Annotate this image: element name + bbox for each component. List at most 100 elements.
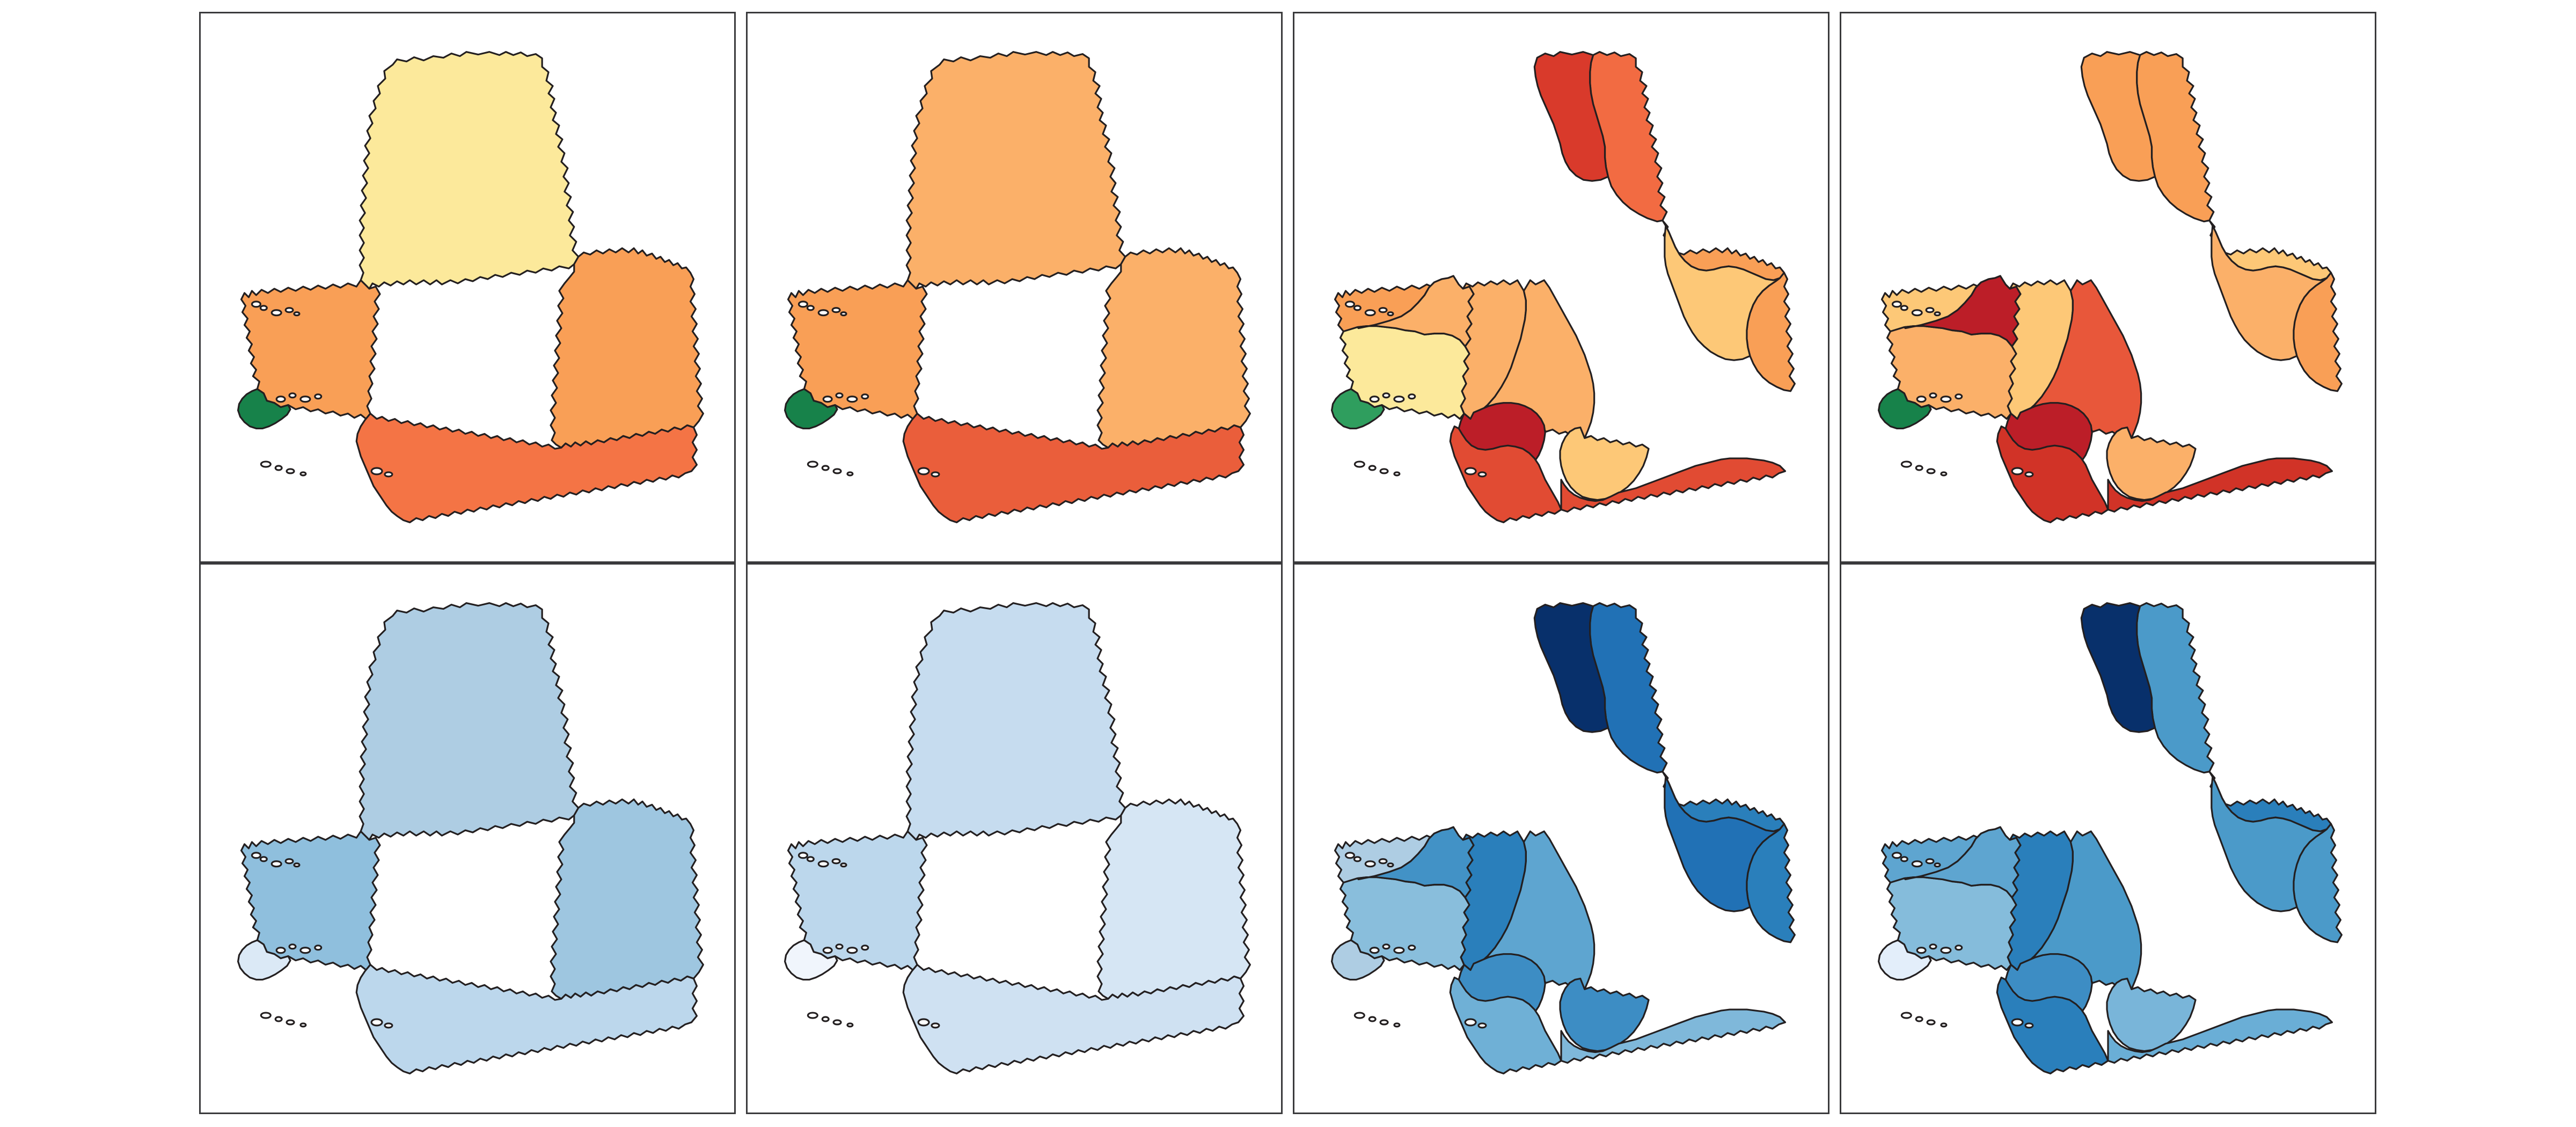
coastal-islet-14: [918, 468, 929, 474]
region-bonthe: [1997, 977, 2108, 1073]
coastal-islet-5: [1388, 312, 1393, 316]
choropleth-svg-4: [1841, 13, 2375, 561]
region-tonkolili: [2017, 831, 2141, 989]
map-panel-2: [746, 12, 1283, 563]
coastal-islet-15: [385, 1023, 392, 1028]
coastal-islet-10: [261, 462, 270, 467]
coastal-islet-8: [847, 397, 857, 402]
coastal-islet-5: [294, 312, 299, 316]
coastal-islet-7: [289, 945, 296, 949]
coastal-islet-10: [808, 1013, 817, 1018]
coastal-islet-5: [841, 312, 846, 316]
region-bonthe: [1997, 426, 2108, 522]
coastal-islet-15: [932, 1023, 939, 1028]
coastal-islet-8: [1394, 948, 1404, 953]
coastal-islet-6: [1370, 948, 1379, 953]
coastal-islet-14: [371, 468, 382, 474]
coastal-islet-13: [301, 472, 306, 475]
region-tonkolili: [1470, 831, 1594, 989]
map-panel-1: [199, 12, 736, 563]
coastal-islet-8: [1394, 397, 1404, 402]
coastal-islet-4: [832, 308, 840, 312]
region-falaba: [2081, 52, 2155, 181]
coastal-islet-7: [836, 945, 843, 949]
region-western-area: [238, 389, 290, 429]
coastal-islet-9: [1409, 394, 1415, 399]
coastal-islet-6: [1917, 397, 1926, 402]
coastal-islet-12: [1927, 469, 1935, 473]
region-kenema: [2212, 226, 2327, 360]
coastal-islet-11: [1916, 1017, 1922, 1021]
coastal-islet-1: [1892, 302, 1901, 307]
region-western-area: [1332, 940, 1384, 980]
coastal-islet-12: [1380, 1020, 1388, 1024]
region-eastern: [1097, 248, 1250, 448]
coastal-islet-1: [252, 853, 260, 858]
coastal-islet-9: [1409, 946, 1415, 950]
coastal-islet-8: [1941, 948, 1951, 953]
coastal-islet-6: [276, 948, 285, 953]
coastal-islet-4: [1926, 308, 1934, 312]
coastal-islet-9: [315, 394, 321, 399]
coastal-islet-14: [1465, 468, 1476, 474]
coastal-islet-15: [2025, 472, 2033, 477]
region-pujehun: [2108, 458, 2332, 511]
region-kenema: [1665, 226, 1780, 360]
coastal-islet-1: [1345, 853, 1354, 858]
coastal-islet-6: [823, 948, 832, 953]
coastal-islet-4: [1379, 308, 1387, 312]
region-kenema: [1665, 777, 1780, 911]
choropleth-svg-3: [1294, 13, 1828, 561]
coastal-islet-13: [1394, 1023, 1400, 1027]
coastal-islet-12: [1927, 1020, 1935, 1024]
coastal-islet-14: [371, 1019, 382, 1026]
coastal-islet-2: [1901, 306, 1907, 310]
coastal-islet-5: [841, 863, 846, 867]
coastal-islet-5: [1935, 863, 1940, 867]
region-karene: [1357, 276, 1474, 346]
coastal-islet-9: [862, 394, 868, 399]
map-panel-7: [1293, 563, 1829, 1114]
coastal-islet-7: [1383, 393, 1389, 398]
coastal-islet-7: [1930, 945, 1936, 949]
coastal-islet-13: [847, 1023, 853, 1027]
region-western-area: [1332, 389, 1384, 429]
coastal-islet-9: [1956, 394, 1962, 399]
coastal-islet-8: [301, 948, 310, 953]
coastal-islet-14: [2012, 1019, 2023, 1026]
region-western-area: [785, 389, 837, 429]
coastal-islet-10: [1355, 462, 1364, 467]
region-eastern: [551, 248, 703, 448]
choropleth-svg-7: [1294, 565, 1828, 1113]
region-falaba: [1534, 52, 1608, 181]
region-eastern: [551, 799, 703, 999]
map-panel-4: [1840, 12, 2376, 563]
coastal-islet-1: [1892, 853, 1901, 858]
region-falaba: [1534, 603, 1608, 733]
coastal-islet-3: [1365, 861, 1375, 867]
coastal-islet-15: [385, 472, 392, 477]
coastal-islet-13: [1941, 1023, 1946, 1027]
region-western-area: [1879, 389, 1931, 429]
coastal-islet-7: [1383, 945, 1389, 949]
map-panel-6: [746, 563, 1283, 1114]
coastal-islet-1: [799, 853, 807, 858]
region-eastern: [1097, 799, 1250, 999]
coastal-islet-5: [1935, 312, 1940, 316]
coastal-islet-8: [301, 397, 310, 402]
region-southern: [356, 414, 697, 523]
coastal-islet-10: [808, 462, 817, 467]
region-northern: [906, 603, 1125, 840]
coastal-islet-6: [276, 397, 285, 402]
coastal-islet-2: [807, 306, 814, 310]
coastal-islet-4: [832, 859, 840, 863]
coastal-islet-7: [836, 393, 843, 398]
coastal-islet-8: [847, 948, 857, 953]
region-northern: [906, 52, 1125, 289]
coastal-islet-5: [1388, 863, 1393, 867]
region-southern: [903, 414, 1243, 523]
coastal-islet-3: [1912, 861, 1922, 867]
coastal-islet-8: [1941, 397, 1951, 402]
coastal-islet-10: [261, 1013, 270, 1018]
coastal-islet-3: [818, 861, 828, 867]
